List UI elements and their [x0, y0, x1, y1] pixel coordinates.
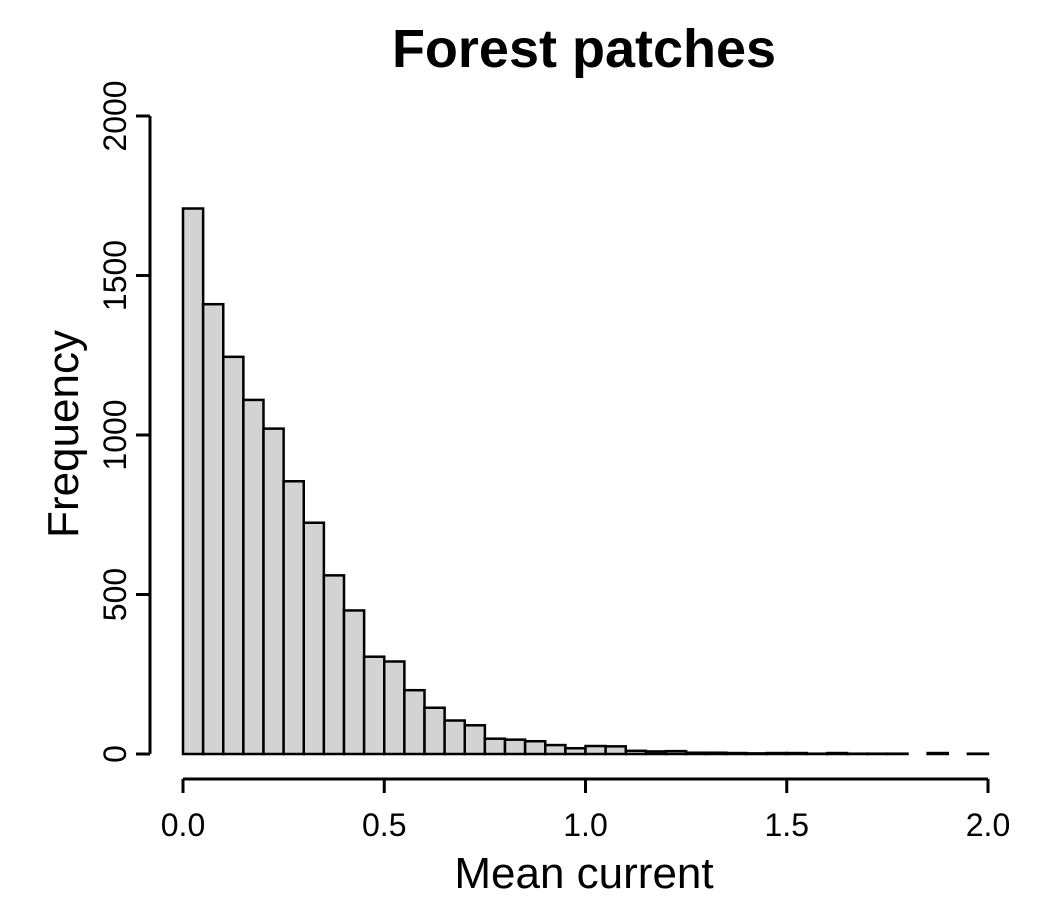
y-tick-label-0: 0: [97, 745, 133, 763]
histogram-bar-32: [827, 753, 847, 754]
histogram-bar-24: [666, 751, 686, 754]
x-axis-label: Mean current: [454, 849, 713, 898]
histogram-bar-17: [525, 741, 545, 754]
histogram-bar-21: [606, 746, 626, 754]
histogram-bar-20: [586, 746, 606, 754]
histogram-bar-9: [364, 657, 384, 754]
histogram-bar-19: [565, 748, 585, 754]
histogram-bar-0: [183, 209, 203, 754]
x-tick-label-3: 1.5: [765, 807, 809, 843]
histogram-bar-37: [928, 753, 948, 754]
x-tick-label-0: 0.0: [161, 807, 205, 843]
x-tick-label-2: 1.0: [563, 807, 607, 843]
histogram-bar-15: [485, 739, 505, 754]
histogram-bar-4: [264, 429, 284, 754]
histogram-bar-29: [767, 753, 787, 754]
histogram-bar-28: [747, 753, 767, 754]
histogram-bar-8: [344, 610, 364, 754]
histogram-bar-1: [203, 304, 223, 754]
histogram-bar-12: [425, 708, 445, 754]
chart-title: Forest patches: [392, 19, 776, 79]
histogram-bars: [183, 209, 988, 754]
x-tick-label-4: 2.0: [966, 807, 1010, 843]
histogram-bar-10: [384, 661, 404, 754]
y-tick-label-2: 1000: [97, 399, 133, 470]
histogram-bar-5: [284, 481, 304, 754]
histogram-bar-30: [787, 753, 807, 754]
histogram-bar-7: [324, 575, 344, 754]
histogram-bar-11: [404, 690, 424, 754]
histogram-bar-6: [304, 523, 324, 754]
histogram-bar-2: [223, 357, 243, 754]
y-tick-label-3: 1500: [97, 240, 133, 311]
histogram-bar-16: [505, 740, 525, 754]
y-axis-label: Frequency: [39, 330, 88, 538]
x-axis-ticks: 0.0 0.5 1.0 1.5 2.0: [161, 779, 1010, 843]
histogram-bar-13: [445, 721, 465, 754]
histogram-bar-22: [626, 751, 646, 754]
histogram-bar-25: [686, 753, 706, 754]
histogram-bar-14: [465, 725, 485, 754]
x-tick-label-1: 0.5: [362, 807, 406, 843]
y-tick-label-4: 2000: [97, 80, 133, 151]
histogram-bar-23: [646, 751, 666, 754]
y-tick-label-1: 500: [97, 568, 133, 621]
histogram-bar-18: [545, 745, 565, 754]
histogram-bar-26: [706, 753, 726, 754]
y-axis-ticks: 0 500 1000 1500 2000: [97, 80, 150, 762]
histogram-bar-3: [243, 400, 263, 754]
histogram-bar-27: [726, 753, 746, 754]
